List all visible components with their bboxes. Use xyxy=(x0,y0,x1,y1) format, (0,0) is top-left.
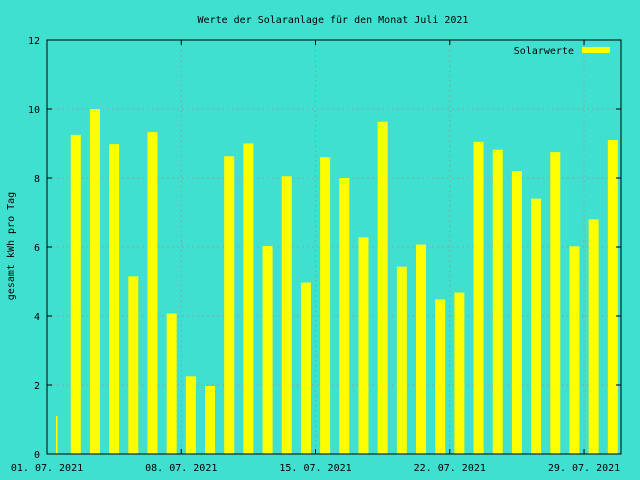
bar xyxy=(377,121,388,454)
x-tick-label: 01. 07. 2021 xyxy=(11,463,83,474)
x-tick-label: 29. 07. 2021 xyxy=(548,463,620,474)
bar xyxy=(531,198,542,454)
bar xyxy=(56,416,58,454)
bar xyxy=(416,244,427,454)
bar-series xyxy=(56,109,618,455)
bar xyxy=(89,109,100,454)
y-axis-label: gesamt kWh pro Tag xyxy=(6,192,17,300)
bar xyxy=(588,219,599,454)
bar xyxy=(396,266,407,454)
axis-ticks: 0 2 4 6 8 10 12 01. 07. 2021 08. 07. 2021 15. 07.… xyxy=(11,36,621,474)
bar xyxy=(339,178,350,454)
bar xyxy=(224,156,235,454)
bar xyxy=(492,149,503,454)
y-tick-label: 4 xyxy=(34,312,40,323)
bar xyxy=(550,152,561,454)
x-tick-label: 15. 07. 2021 xyxy=(279,463,351,474)
bar xyxy=(511,171,522,454)
bar xyxy=(262,245,273,454)
bar xyxy=(435,299,446,454)
bar xyxy=(320,157,331,455)
y-tick-label: 10 xyxy=(28,105,40,116)
grid-lines xyxy=(47,40,621,454)
bar xyxy=(205,386,216,454)
x-tick-label: 22. 07. 2021 xyxy=(414,463,486,474)
y-tick-label: 2 xyxy=(34,381,40,392)
bar xyxy=(281,176,292,454)
y-tick-label: 0 xyxy=(34,450,40,461)
bar xyxy=(128,276,139,454)
legend-label: Solarwerte xyxy=(514,46,574,57)
bar xyxy=(243,143,254,454)
y-tick-label: 8 xyxy=(34,174,40,185)
chart-title: Werte der Solaranlage für den Monat Juli… xyxy=(198,15,469,26)
bar xyxy=(454,292,465,454)
bar xyxy=(300,282,311,454)
bar xyxy=(358,237,369,454)
bar xyxy=(473,141,484,454)
y-tick-label: 6 xyxy=(34,243,40,254)
legend-swatch xyxy=(582,47,610,53)
y-tick-label: 12 xyxy=(28,36,40,47)
x-tick-label: 08. 07. 2021 xyxy=(145,463,217,474)
bar xyxy=(569,246,580,454)
bar xyxy=(607,140,618,455)
bar xyxy=(185,376,196,454)
bar xyxy=(109,144,120,454)
bar xyxy=(166,313,177,454)
bar xyxy=(70,134,81,454)
legend: Solarwerte xyxy=(514,46,610,57)
bar xyxy=(147,132,158,455)
